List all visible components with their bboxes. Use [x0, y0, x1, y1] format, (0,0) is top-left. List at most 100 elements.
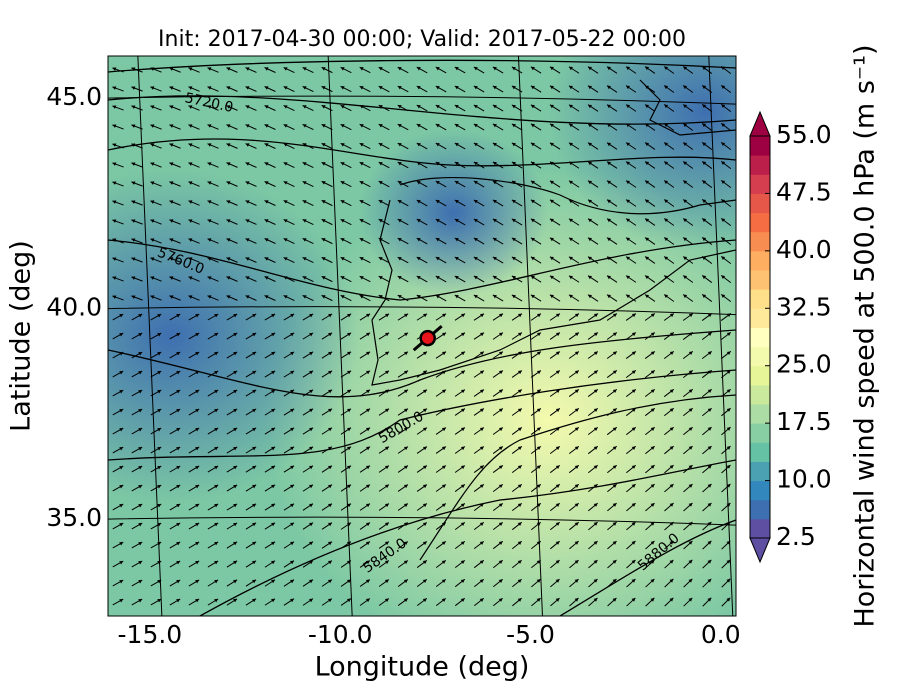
wind-arrow-head [631, 541, 636, 545]
wind-arrow-head [511, 66, 516, 71]
x-tick-label: -10.0 [308, 620, 373, 649]
wind-arrow-head [726, 427, 731, 431]
wind-arrow-head [328, 332, 333, 337]
wind-arrow-head [233, 579, 238, 584]
wind-arrow-head [207, 143, 212, 147]
wind-arrow-head [702, 218, 707, 223]
wind-arrow-head [683, 85, 688, 90]
wind-arrow-head [150, 162, 155, 166]
wind-arrow-head [650, 484, 655, 488]
wind-arrow-head [366, 465, 370, 470]
wind-arrow-head [688, 427, 693, 431]
wind-arrow-head [574, 465, 579, 469]
wind-arrow-head [112, 181, 117, 185]
wind-arrow-head [233, 484, 238, 489]
wind-arrow-head [664, 142, 669, 147]
wind-arrow-head [664, 85, 669, 90]
wind-arrow-head [454, 86, 459, 90]
wind-arrow-head [511, 256, 516, 261]
wind-arrow-head [702, 275, 707, 280]
wind-arrow-head [650, 465, 655, 469]
wind-arrow-head [309, 332, 314, 337]
wind-arrow-head [726, 446, 731, 450]
wind-arrow-head [157, 447, 162, 451]
wind-arrow-head [416, 200, 421, 204]
wind-arrow-head [441, 579, 446, 584]
wind-arrow-head [702, 85, 707, 90]
wind-arrow-head [365, 541, 370, 546]
wind-arrow-head [688, 484, 693, 488]
wind-arrow-head [422, 598, 427, 603]
wind-arrow-head [530, 123, 535, 128]
wind-arrow-head [214, 389, 219, 394]
wind-arrow-head [607, 237, 612, 242]
wind-arrow-head [555, 446, 560, 451]
wind-arrow-head [530, 161, 535, 166]
wind-arrow-head [726, 578, 731, 583]
wind-arrow-head [435, 276, 440, 280]
wind-arrow-head [327, 598, 332, 603]
wind-arrow-head [492, 66, 497, 71]
colorbar-tick-label: 55.0 [776, 120, 832, 149]
wind-arrow-head [587, 237, 592, 242]
wind-arrow-head [626, 161, 631, 166]
wind-arrow-head [385, 351, 390, 356]
wind-arrow-head [252, 351, 257, 356]
wind-arrow-head [593, 389, 598, 394]
wind-arrow-head [707, 559, 712, 564]
wind-arrow-head [683, 142, 688, 147]
wind-arrow-head [492, 161, 497, 166]
wind-arrow-head [422, 446, 427, 451]
wind-arrow-head [626, 199, 631, 204]
wind-arrow-head [290, 579, 295, 584]
grid-line [108, 306, 736, 316]
wind-arrow-head [290, 503, 295, 508]
wind-arrow-head [397, 124, 402, 128]
wind-arrow-head [688, 465, 693, 469]
wind-arrow-head [188, 67, 193, 71]
wind-arrow-head [321, 162, 326, 166]
wind-arrow-head [479, 522, 484, 527]
wind-arrow-head [290, 446, 295, 451]
y-tick-label: 45.0 [46, 82, 102, 111]
wind-arrow-head [688, 389, 693, 393]
wind-arrow-head [188, 181, 193, 185]
wind-arrow-head [612, 427, 617, 431]
wind-arrow-head [688, 446, 693, 450]
wind-arrow-head [669, 408, 674, 412]
wind-arrow-head [233, 370, 238, 375]
wind-arrow-head [283, 295, 288, 299]
wind-arrow-head [498, 560, 503, 564]
wind-arrow-head [365, 579, 370, 584]
wind-arrow-head [264, 295, 269, 299]
wind-arrow-head [264, 276, 269, 280]
wind-arrow-head [112, 67, 117, 71]
wind-arrow-head [359, 238, 364, 242]
wind-arrow-head [207, 105, 212, 109]
wind-arrow-head [549, 66, 554, 71]
wind-arrow-head [271, 351, 276, 356]
wind-arrow-head [366, 427, 371, 432]
wind-arrow-head [631, 446, 636, 450]
wind-arrow-head [422, 484, 427, 489]
wind-arrow-head [492, 180, 497, 185]
wind-arrow-head [384, 465, 389, 470]
wind-arrow-head [226, 143, 231, 147]
wind-arrow-head [397, 143, 402, 147]
wind-arrow-head [435, 295, 440, 299]
wind-arrow-head [645, 161, 650, 166]
wind-arrow-head [530, 104, 535, 109]
wind-arrow-head [416, 276, 421, 280]
wind-arrow-head [252, 408, 257, 413]
wind-arrow-head [555, 541, 560, 545]
wind-arrow-head [283, 200, 288, 204]
wind-arrow-head [536, 332, 541, 337]
grid-line [108, 516, 736, 526]
wind-arrow-head [169, 105, 174, 109]
wind-arrow-head [347, 408, 352, 413]
plot-frame [107, 55, 737, 617]
wind-arrow-head [112, 124, 117, 128]
colorbar-band [750, 404, 770, 424]
wind-arrow-head [536, 313, 541, 318]
wind-arrow-head [403, 446, 408, 451]
